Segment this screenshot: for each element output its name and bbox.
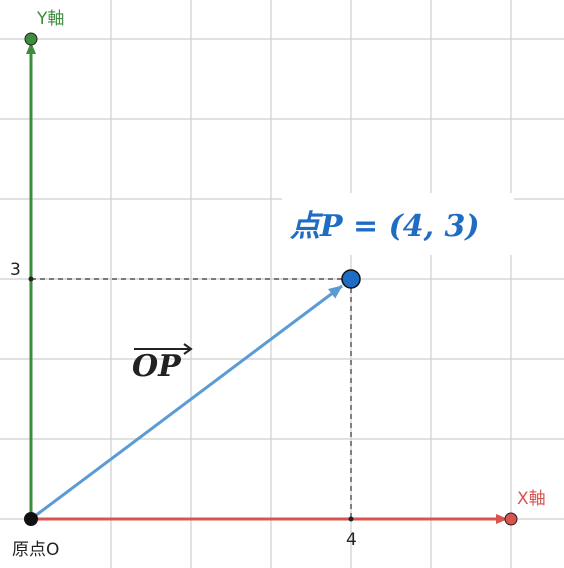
y-axis-endpoint	[24, 32, 38, 46]
point-p	[341, 269, 361, 289]
x-axis-endpoint	[504, 512, 518, 526]
y-tick-mark	[28, 276, 34, 282]
vector-op-line	[30, 284, 343, 521]
point-label-background	[282, 193, 514, 255]
y-axis-label: Y軸	[36, 9, 64, 29]
y-tick-label: 3	[10, 260, 21, 280]
point-label: 点P = (4, 3)	[289, 209, 480, 244]
origin-point	[24, 512, 38, 526]
vector-overline-arrowhead	[183, 343, 193, 355]
x-tick-label: 4	[346, 530, 357, 550]
x-tick-mark	[348, 516, 354, 522]
origin-label: 原点O	[12, 540, 59, 560]
x-axis-label: X軸	[517, 489, 546, 509]
vector-label: OP	[132, 349, 182, 384]
